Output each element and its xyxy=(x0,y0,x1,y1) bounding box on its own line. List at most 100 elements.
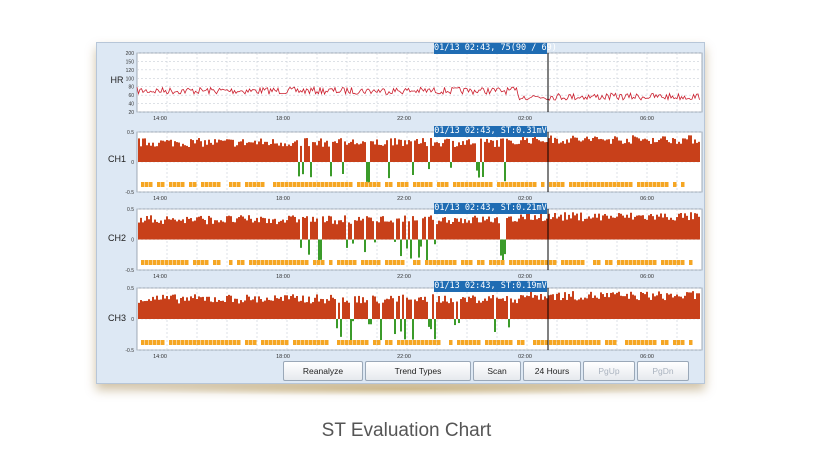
st-event-mark xyxy=(577,182,581,187)
st-event-mark xyxy=(253,182,257,187)
time-tick-label: 06:00 xyxy=(640,354,654,360)
st-positive-bar xyxy=(332,297,334,319)
y-tick-label: 200 xyxy=(126,51,135,57)
st-positive-bar xyxy=(646,291,648,319)
st-positive-bar xyxy=(496,217,498,240)
st-event-mark xyxy=(589,340,593,345)
st-event-mark xyxy=(653,182,657,187)
st-positive-bar xyxy=(460,145,462,162)
st-event-mark xyxy=(161,340,165,345)
st-event-mark xyxy=(145,260,149,265)
st-positive-bar xyxy=(176,299,178,319)
st-positive-bar xyxy=(352,139,354,162)
st-positive-bar xyxy=(666,293,668,319)
st-positive-bar xyxy=(208,215,210,240)
st-event-mark xyxy=(645,260,649,265)
st-positive-bar xyxy=(288,215,290,240)
reanalyze-button[interactable]: Reanalyze xyxy=(283,361,363,381)
st-positive-bar xyxy=(552,294,554,319)
st-event-mark xyxy=(157,260,161,265)
st-event-mark xyxy=(545,260,549,265)
st-positive-bar xyxy=(670,293,672,319)
st-negative-bar xyxy=(370,319,372,325)
st-positive-bar xyxy=(604,140,606,162)
st-positive-bar xyxy=(598,213,600,240)
st-positive-bar xyxy=(632,294,634,319)
st-event-mark xyxy=(185,340,189,345)
st-positive-bar xyxy=(486,219,488,240)
st-positive-bar xyxy=(674,296,676,319)
st-event-mark xyxy=(149,340,153,345)
st-positive-bar xyxy=(170,219,172,240)
st-positive-bar xyxy=(606,139,608,162)
st-positive-bar xyxy=(524,140,526,162)
st-positive-bar xyxy=(514,144,516,162)
st-negative-bar xyxy=(454,319,456,326)
st-positive-bar xyxy=(240,300,242,319)
st-positive-bar xyxy=(238,217,240,240)
st-positive-bar xyxy=(222,140,224,162)
st-event-mark xyxy=(665,260,669,265)
st-positive-bar xyxy=(360,220,362,240)
st-event-mark xyxy=(421,340,425,345)
st-event-mark xyxy=(517,260,521,265)
st-negative-bar xyxy=(434,319,436,340)
st-positive-bar xyxy=(388,299,390,319)
st-event-mark xyxy=(581,260,585,265)
st-positive-bar xyxy=(172,218,174,240)
scan-button[interactable]: Scan xyxy=(473,361,521,381)
st-event-mark xyxy=(229,260,233,265)
trend-types-button[interactable]: Trend Types xyxy=(365,361,471,381)
st-negative-bar xyxy=(450,162,452,168)
st-positive-bar xyxy=(564,212,566,240)
st-positive-bar xyxy=(170,295,172,319)
st-positive-bar xyxy=(398,218,400,240)
st-positive-bar xyxy=(148,142,150,162)
st-positive-bar xyxy=(316,218,318,240)
st-positive-bar xyxy=(348,302,350,319)
st-positive-bar xyxy=(348,222,350,240)
st-positive-bar xyxy=(252,142,254,162)
st-event-mark xyxy=(229,340,233,345)
st-positive-bar xyxy=(558,292,560,319)
st-positive-bar xyxy=(436,142,438,162)
st-event-mark xyxy=(489,260,493,265)
st-positive-bar xyxy=(250,300,252,319)
st-event-mark xyxy=(469,340,473,345)
st-event-mark xyxy=(297,182,301,187)
st-positive-bar xyxy=(548,213,550,240)
st-positive-bar xyxy=(312,216,314,240)
st-positive-bar xyxy=(378,144,380,162)
st-positive-bar xyxy=(292,143,294,162)
st-positive-bar xyxy=(446,301,448,319)
page-down-button[interactable]: PgDn xyxy=(637,361,689,381)
st-positive-bar xyxy=(600,292,602,319)
st-positive-bar xyxy=(320,298,322,319)
st-positive-bar xyxy=(228,215,230,240)
page-up-button[interactable]: PgUp xyxy=(583,361,635,381)
figure-caption: ST Evaluation Chart xyxy=(321,420,492,441)
st-positive-bar xyxy=(346,300,348,319)
st-positive-bar xyxy=(610,215,612,240)
st-positive-bar xyxy=(680,296,682,319)
st-positive-bar xyxy=(274,143,276,162)
st-positive-bar xyxy=(490,298,492,319)
st-event-mark xyxy=(661,340,665,345)
st-negative-bar xyxy=(352,239,354,244)
st-positive-bar xyxy=(284,143,286,162)
st-positive-bar xyxy=(280,142,282,162)
st-positive-bar xyxy=(468,220,470,240)
st-positive-bar xyxy=(494,146,496,162)
st-positive-bar xyxy=(244,145,246,162)
st-positive-bar xyxy=(254,296,256,319)
st-positive-bar xyxy=(642,292,644,319)
st-event-mark xyxy=(605,340,609,345)
st-positive-bar xyxy=(378,222,380,240)
24-hours-button[interactable]: 24 Hours xyxy=(523,361,581,381)
st-positive-bar xyxy=(398,295,400,319)
st-positive-bar xyxy=(622,215,624,240)
st-positive-bar xyxy=(240,141,242,162)
st-positive-bar xyxy=(160,299,162,319)
st-event-mark xyxy=(149,260,153,265)
st-event-mark xyxy=(505,340,509,345)
